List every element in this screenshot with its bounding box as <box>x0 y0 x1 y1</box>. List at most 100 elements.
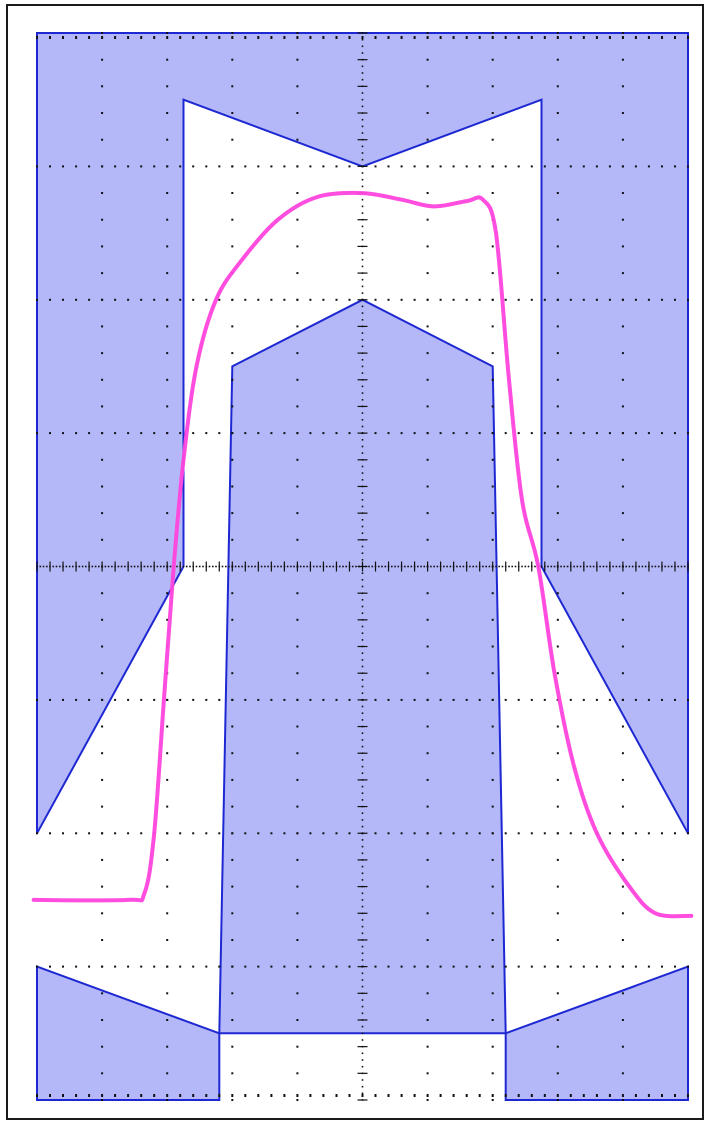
grid-dot <box>166 725 169 728</box>
grid-dot <box>426 352 429 355</box>
grid-dot <box>452 298 455 301</box>
axis-dot <box>501 565 504 568</box>
grid-dot <box>101 1019 104 1021</box>
grid-dot <box>166 592 169 595</box>
grid-dot <box>426 885 429 888</box>
grid-dot <box>556 272 559 275</box>
axis-dot <box>361 679 364 681</box>
axis-dot <box>72 565 74 568</box>
grid-dot <box>231 752 234 755</box>
axis-dot <box>361 1012 364 1015</box>
axis-dot <box>651 565 653 568</box>
grid-dot <box>101 538 104 541</box>
grid-dot <box>426 405 429 408</box>
grid-dot <box>166 32 169 34</box>
grid-dot <box>231 992 234 995</box>
oscilloscope-frame <box>6 4 704 1120</box>
mask-bottom-right-region <box>504 965 689 1101</box>
grid-dot <box>296 272 299 275</box>
grid-dot <box>621 512 624 515</box>
grid-dot <box>192 832 195 835</box>
axis-dot <box>361 879 364 881</box>
grid-dot <box>491 992 494 995</box>
grid-dot <box>231 405 234 408</box>
trace-layer <box>31 190 694 919</box>
edge-tick-top <box>283 36 286 39</box>
grid-dot <box>231 1099 234 1101</box>
grid-dot <box>543 165 546 168</box>
axis-dot <box>361 919 364 921</box>
axis-dot <box>361 1025 364 1028</box>
axis-dot <box>361 105 364 108</box>
axis-dot <box>361 238 364 241</box>
axis-dot <box>68 565 71 568</box>
axis-dot <box>381 565 383 568</box>
edge-tick-top <box>439 36 442 39</box>
axis-dot <box>361 765 364 768</box>
edge-tick-top <box>661 36 663 39</box>
grid-dot <box>426 512 429 515</box>
edge-tick-top <box>517 36 520 39</box>
grid-dot <box>270 298 273 301</box>
axis-dot <box>65 565 68 568</box>
grid-dot <box>621 912 624 915</box>
grid-dot <box>556 912 559 915</box>
grid-dot <box>556 32 559 34</box>
axis-dot <box>361 425 364 428</box>
axis-dot <box>280 565 282 568</box>
axis-dot <box>361 472 364 474</box>
grid-dot <box>309 165 312 168</box>
grid-dot <box>439 698 442 701</box>
axis-dot <box>361 452 364 454</box>
grid-dot <box>647 298 650 301</box>
edge-tick-bottom <box>166 1094 169 1097</box>
axis-dot <box>361 372 364 374</box>
grid-dot <box>101 218 104 221</box>
grid-dot <box>75 165 78 168</box>
grid-dot <box>114 832 117 835</box>
grid-dot <box>543 832 546 835</box>
grid-dot <box>101 752 104 755</box>
edge-tick-bottom <box>192 1094 195 1097</box>
grid-dot <box>218 432 221 435</box>
grid-dot <box>179 432 182 435</box>
grid-dot <box>101 698 104 701</box>
grid-dot <box>231 858 234 861</box>
grid-dot <box>192 698 195 701</box>
axis-dot <box>599 565 601 568</box>
grid-dot <box>426 245 429 248</box>
axis-dot <box>104 565 107 568</box>
axis-dot <box>143 565 146 568</box>
axis-dot <box>361 205 364 208</box>
axis-dot <box>361 1039 364 1041</box>
axis-dot <box>576 565 579 568</box>
grid-dot <box>621 1019 624 1021</box>
axis-dot <box>361 659 364 661</box>
grid-dot <box>426 165 429 168</box>
grid-dot <box>244 832 247 835</box>
grid-dot <box>179 698 182 701</box>
edge-tick-top <box>582 36 585 39</box>
edge-tick-top <box>361 36 364 39</box>
grid-dot <box>101 272 104 275</box>
grid-dot <box>556 512 559 515</box>
axis-dot <box>361 1092 364 1095</box>
grid-dot <box>517 698 520 701</box>
grid-dot <box>556 378 559 381</box>
grid-dot <box>687 698 689 701</box>
axis-dot <box>342 565 344 568</box>
grid-dot <box>621 432 624 435</box>
axis-dot <box>615 565 618 568</box>
axis-dot <box>85 565 87 568</box>
grid-dot <box>400 165 403 168</box>
grid-dot <box>556 885 559 888</box>
axis-dot <box>563 565 566 568</box>
grid-dot <box>426 672 429 675</box>
axis-dot <box>133 565 136 568</box>
grid-dot <box>517 165 520 168</box>
grid-dot <box>400 298 403 301</box>
axis-dot <box>361 319 364 321</box>
axis-dot <box>361 585 364 588</box>
edge-tick-bottom <box>400 1094 403 1097</box>
edge-tick-bottom <box>114 1094 117 1097</box>
